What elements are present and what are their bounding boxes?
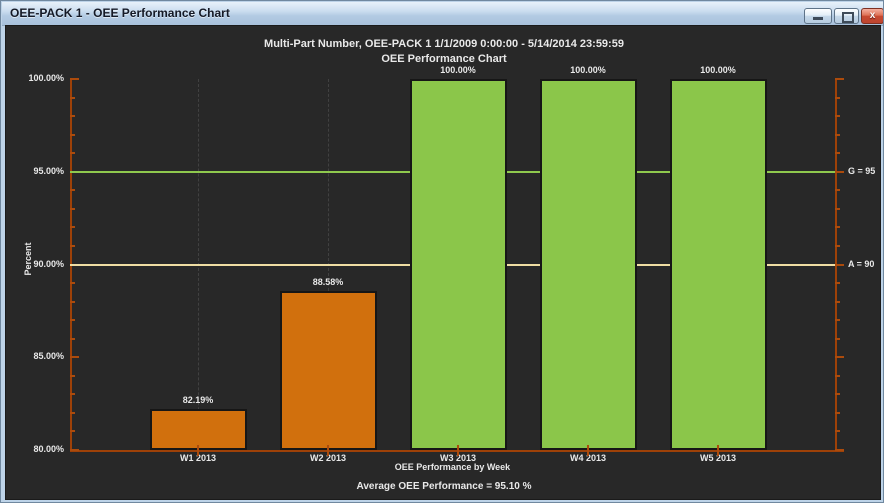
right-axis-tick (835, 263, 844, 266)
y-axis-line (70, 79, 72, 452)
bar[interactable] (279, 290, 377, 450)
window-title: OEE-PACK 1 - OEE Performance Chart (10, 6, 230, 20)
right-axis-tick (835, 78, 844, 80)
right-axis-tick (835, 207, 840, 210)
y-axis-tick (70, 244, 75, 247)
chart-area: Multi-Part Number, OEE-PACK 1 1/1/2009 0… (5, 25, 881, 500)
y-axis-tick (70, 133, 75, 136)
right-axis-tick (835, 226, 840, 229)
y-tick-label: 90.00% (33, 258, 64, 269)
bar[interactable] (149, 409, 247, 450)
y-axis-tick (70, 189, 75, 192)
x-tick-label: W4 2013 (569, 453, 607, 463)
right-axis-tick (835, 133, 840, 136)
chart-title: Multi-Part Number, OEE-PACK 1 1/1/2009 0… (264, 38, 624, 50)
right-axis-tick (835, 282, 840, 285)
x-axis-title: OEE Performance by Week (394, 462, 511, 472)
y-axis-tick (70, 430, 75, 433)
close-icon: x (869, 10, 876, 21)
goal-line-label: G = 95 (848, 165, 876, 176)
right-axis-tick (835, 430, 840, 433)
x-tick-label: W5 2013 (699, 453, 737, 463)
y-tick-label: 100.00% (28, 73, 64, 83)
title-bar[interactable]: OEE-PACK 1 - OEE Performance Chart x (2, 2, 883, 26)
y-axis-tick (70, 207, 75, 210)
right-axis-tick (835, 244, 840, 247)
right-axis-tick (835, 189, 840, 192)
right-axis-tick (835, 115, 840, 118)
y-axis-tick (70, 115, 75, 118)
x-tick-label: W1 2013 (179, 453, 217, 463)
right-axis-tick (835, 170, 844, 173)
y-axis-tick (70, 282, 75, 285)
y-axis-tick (70, 96, 75, 99)
y-axis-tick (70, 78, 79, 80)
x-tick-label: W3 2013 (439, 453, 477, 463)
right-axis-tick (835, 356, 844, 359)
right-axis-tick (835, 393, 840, 396)
y-tick-label: 95.00% (33, 165, 64, 176)
bar-value-label: 82.19% (182, 395, 214, 406)
y-axis-tick (70, 356, 79, 359)
bar-value-label: 100.00% (440, 65, 476, 75)
y-axis-tick (70, 449, 79, 451)
y-axis-tick (70, 374, 75, 377)
bar[interactable] (539, 79, 637, 450)
y-axis-tick (70, 393, 75, 396)
x-axis-tick (197, 445, 199, 456)
right-axis-tick (835, 152, 840, 155)
bar-value-label: 100.00% (570, 65, 606, 75)
maximize-icon (842, 12, 854, 23)
bar[interactable] (409, 79, 507, 450)
chart-subtitle: OEE Performance Chart (381, 53, 507, 65)
right-axis-tick (835, 96, 840, 99)
bar-value-label: 100.00% (700, 65, 736, 75)
minimize-icon (813, 17, 823, 20)
y-tick-label: 85.00% (33, 351, 64, 362)
maximize-button[interactable] (834, 8, 859, 24)
y-axis-tick (70, 226, 75, 229)
alarm-line-label: A = 90 (848, 258, 875, 269)
x-axis-tick (327, 445, 329, 456)
right-axis-line (835, 79, 837, 452)
right-axis-tick (835, 319, 840, 322)
minimize-button[interactable] (804, 8, 832, 24)
y-axis-tick (70, 411, 75, 414)
right-axis-tick (835, 449, 844, 451)
bar-value-label: 88.58% (312, 276, 344, 287)
right-axis-tick (835, 300, 840, 303)
right-axis-tick (835, 337, 840, 340)
bar[interactable] (669, 79, 767, 450)
y-axis-tick (70, 337, 75, 340)
right-axis-tick (835, 374, 840, 377)
x-axis-tick (587, 445, 589, 456)
x-tick-label: W2 2013 (309, 453, 347, 463)
y-axis-tick (70, 152, 75, 155)
y-tick-label: 80.00% (33, 444, 64, 454)
y-axis-tick (70, 300, 75, 303)
y-axis-tick (70, 319, 75, 322)
x-axis-tick (717, 445, 719, 456)
right-axis-tick (835, 411, 840, 414)
x-axis-tick (457, 445, 459, 456)
average-oee-label: Average OEE Performance = 95.10 % (356, 481, 532, 492)
close-button[interactable]: x (861, 8, 883, 24)
